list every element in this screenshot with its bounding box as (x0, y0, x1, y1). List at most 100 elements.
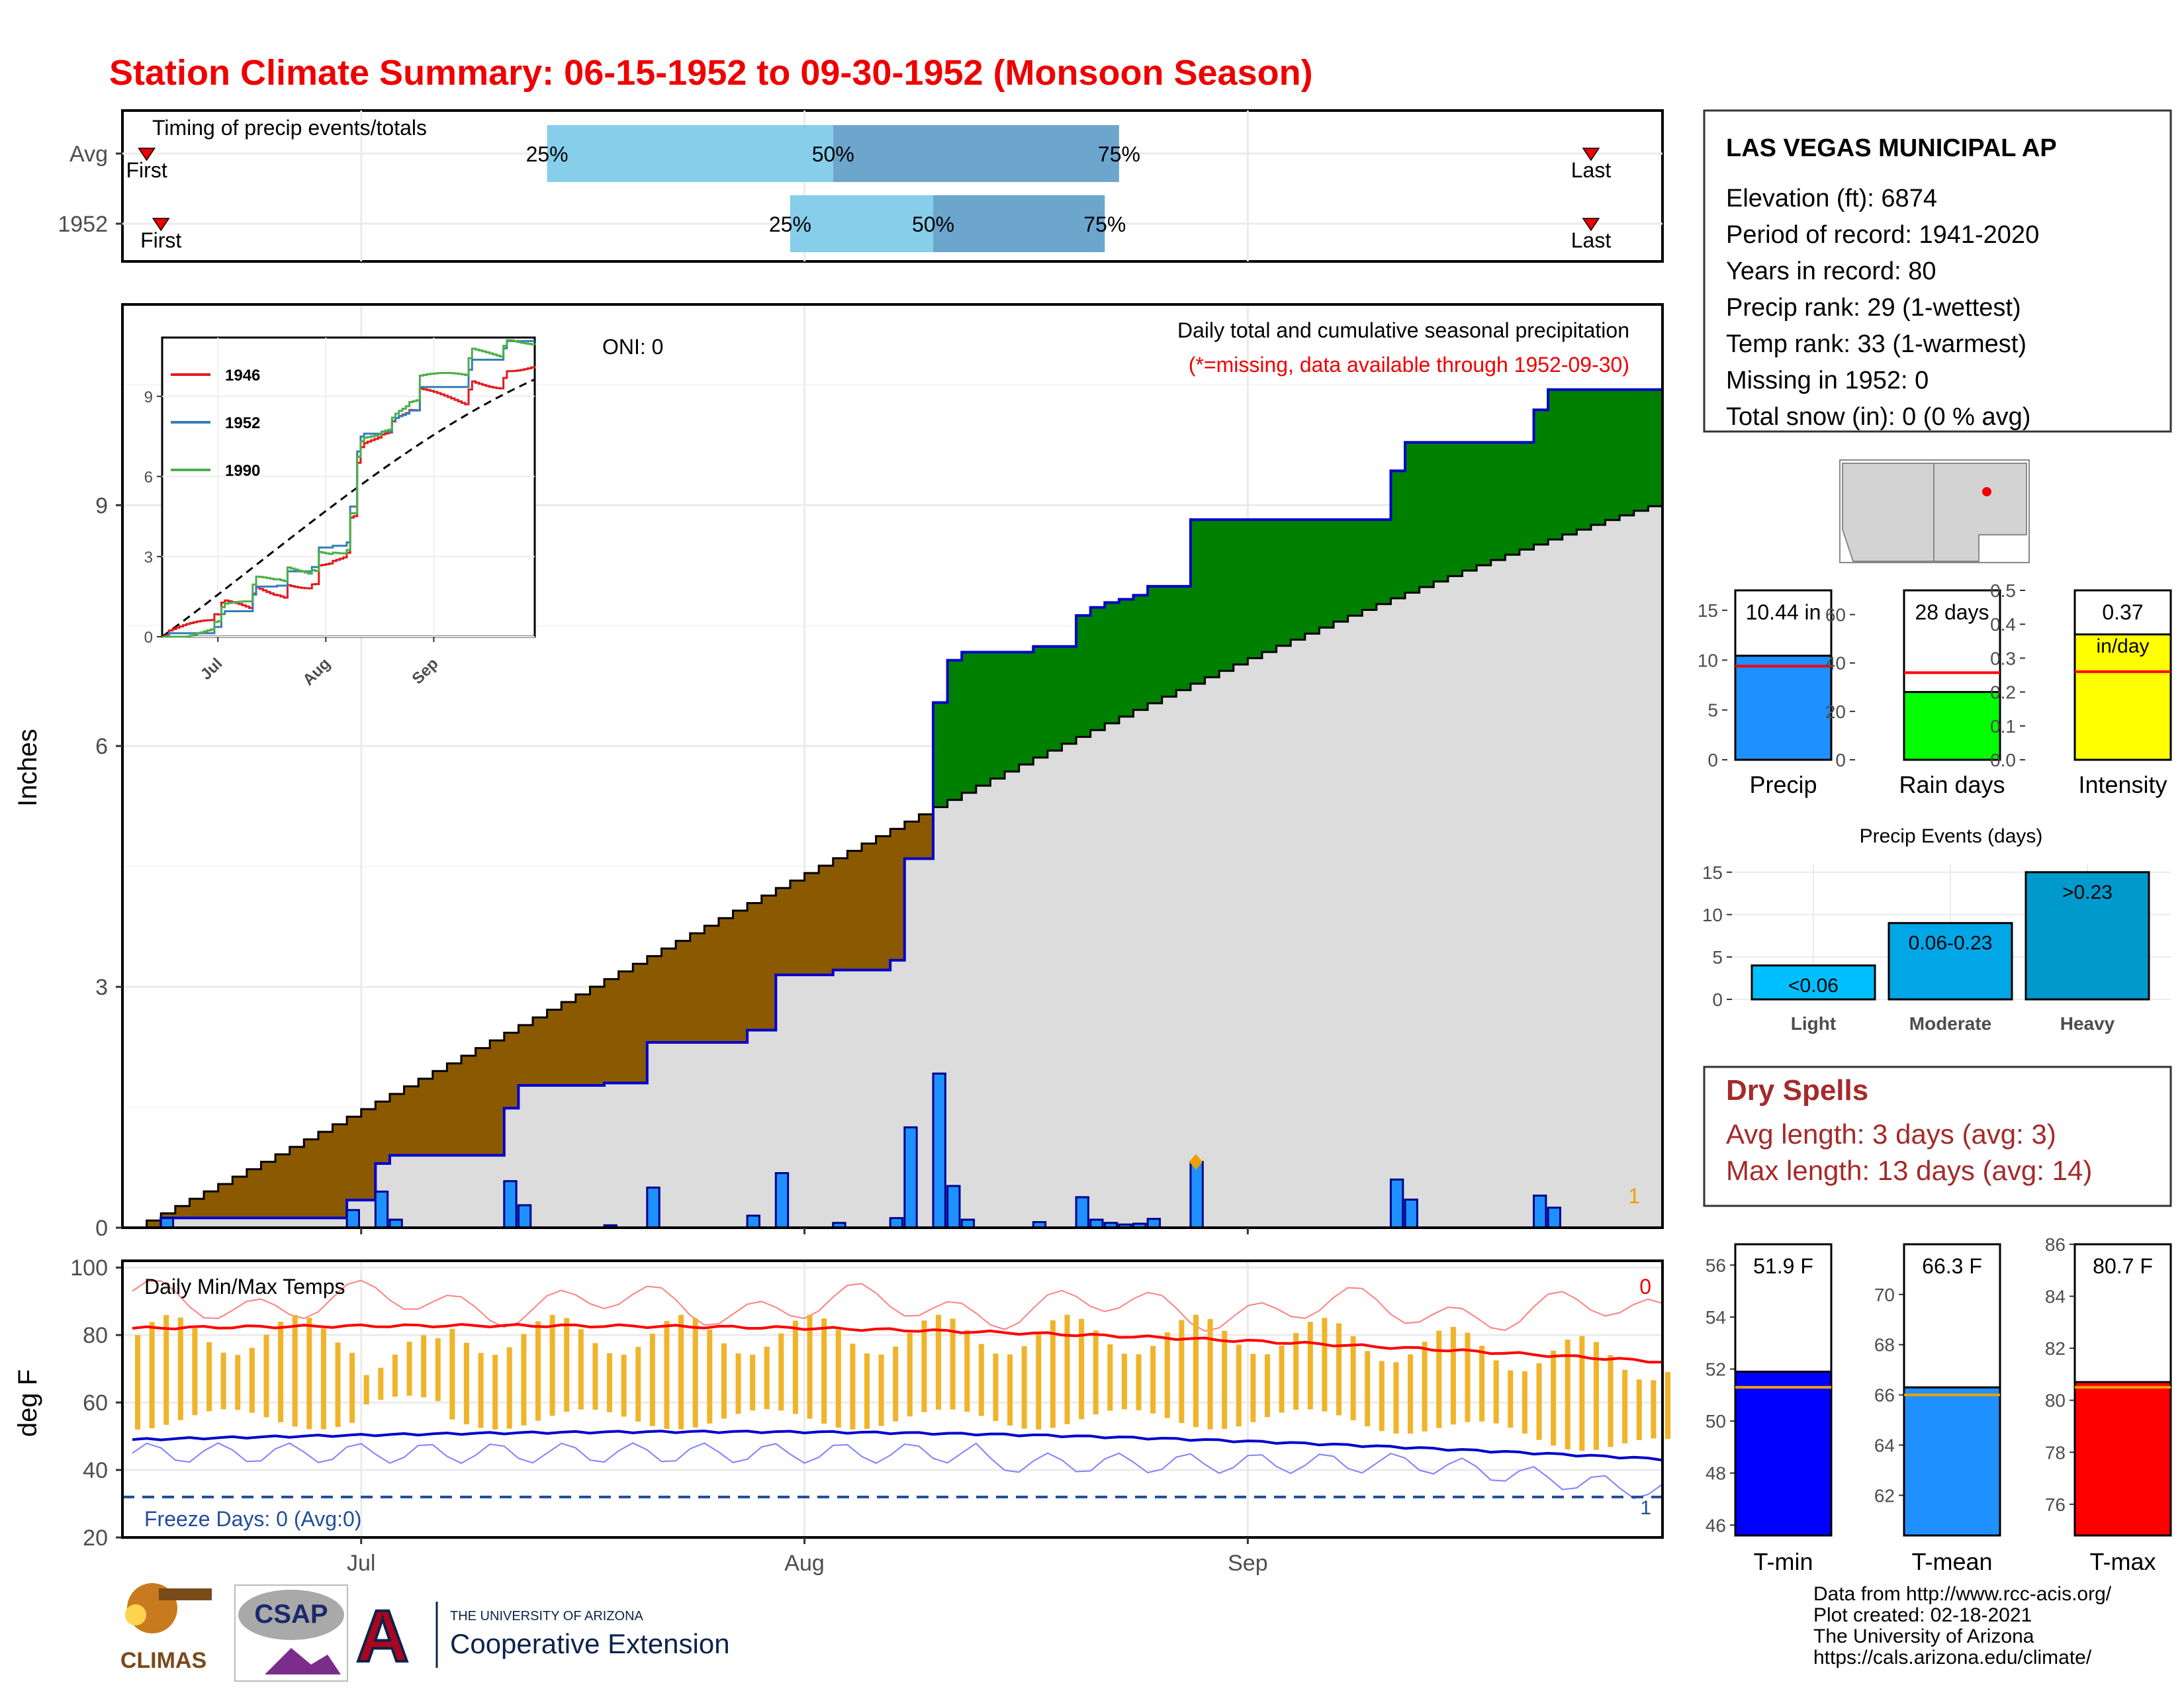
dry-spells-avg: Avg length: 3 days (avg: 3) (1726, 1119, 2056, 1150)
temp-panel: 20 40 60 80 100 Daily Min/Max Temps Freeze Day… (13, 1256, 1670, 1576)
temp-range-bar (1150, 1346, 1156, 1414)
temp-range-bar (1179, 1320, 1185, 1424)
ua-small-text: THE UNIVERSITY OF ARIZONA (450, 1609, 644, 1623)
deficit-area (461, 1056, 477, 1156)
temp-range-bar (721, 1343, 727, 1419)
temp-range-bar (592, 1343, 598, 1410)
first-label: First (126, 158, 167, 182)
mini-x-label: Rain days (1899, 771, 2005, 798)
temp-range-bar (621, 1354, 627, 1417)
temp-range-bar (821, 1318, 827, 1424)
ua-big-text: Cooperative Extension (450, 1628, 730, 1659)
csap-logo-mountains (265, 1648, 341, 1674)
temp-range-bar (964, 1330, 970, 1412)
last-label: Last (1571, 228, 1612, 252)
first-label: First (140, 228, 181, 252)
deficit-area (189, 1199, 205, 1218)
precip-mini-chart: 0 5 10 15 10.44 in Precip (1698, 589, 1833, 798)
temp-range-bar (1651, 1380, 1657, 1439)
events-bar-label: <0.06 (1788, 975, 1839, 997)
y-tick-label: 3 (95, 975, 108, 1000)
dry-spells-max: Max length: 13 days (avg: 14) (1726, 1155, 2092, 1186)
surplus-area (1362, 520, 1377, 610)
temp-range-bar (421, 1335, 427, 1398)
freeze-label: Freeze Days: 0 (Avg:0) (144, 1507, 361, 1531)
mini-y-tick-label: 0.1 (1990, 716, 2016, 737)
avg-tmin-line (132, 1430, 1663, 1462)
surplus-area (1133, 595, 1148, 710)
timing-pct-label: 50% (912, 212, 954, 236)
temp-range-bar (735, 1353, 741, 1414)
deficit-area (761, 895, 776, 1030)
tbar-y-tick-label: 76 (2045, 1494, 2066, 1515)
surplus-area (1005, 652, 1020, 772)
precip-bar (932, 1072, 946, 1229)
temp-y-tick-label: 60 (83, 1391, 108, 1416)
events-bar-label: >0.23 (2062, 882, 2113, 903)
surplus-area (1619, 389, 1635, 516)
mini-value-label: 28 days (1915, 600, 1989, 624)
surplus-area (1376, 520, 1392, 604)
surplus-area (933, 702, 948, 807)
precip-bar (1189, 1161, 1204, 1229)
dry-spells-title: Dry Spells (1726, 1074, 1868, 1107)
surplus-area (1319, 520, 1334, 628)
surplus-area (1334, 520, 1349, 622)
temp-range-bar (564, 1318, 570, 1412)
surplus-area (1062, 646, 1077, 744)
tbar-y-tick-label: 70 (1874, 1285, 1895, 1305)
deficit-area (590, 986, 605, 1086)
tbar-value-bar (2073, 1381, 2172, 1537)
temp-range-bar (1493, 1360, 1499, 1424)
mini-y-tick-label: 0.0 (1990, 750, 2016, 770)
events-bar (2025, 871, 2150, 1001)
temp-y-axis-label: deg F (13, 1369, 42, 1437)
temp-range-bar (506, 1347, 512, 1429)
temp-range-bar (1079, 1318, 1085, 1420)
temp-range-bar (1379, 1361, 1385, 1432)
deficit-area (861, 843, 877, 970)
temp-range-bar (1121, 1353, 1127, 1410)
temp-range-bar (249, 1348, 255, 1413)
cumulative-avg-line (132, 502, 1664, 1229)
precip-bar (1146, 1218, 1161, 1229)
deficit-area (447, 1063, 462, 1156)
deficit-area (847, 850, 862, 970)
deficit-area (504, 1032, 520, 1109)
deficit-area (790, 880, 805, 975)
deficit-area (633, 964, 648, 1083)
mini-y-tick-label: 20 (1825, 702, 1846, 722)
temp-range-bar (1264, 1354, 1270, 1418)
surplus-area (1347, 520, 1363, 616)
temp-range-bar (707, 1329, 713, 1424)
surplus-area (1161, 586, 1177, 697)
tbar-value-bar (1903, 1386, 2001, 1537)
surplus-area (1605, 389, 1620, 520)
deficit-area (146, 1220, 161, 1228)
temp-range-bar (206, 1342, 212, 1412)
deficit-area (904, 821, 920, 859)
surplus-area (1562, 389, 1577, 535)
main-plot-frame (121, 303, 1664, 1229)
deficit-area (833, 858, 848, 970)
deficit-area (890, 829, 905, 960)
temp-range-bar (1608, 1355, 1614, 1447)
mini-value-bar (2073, 633, 2172, 761)
temp-range-bar (936, 1314, 942, 1410)
deficit-area (432, 1071, 447, 1156)
events-x-label: Moderate (1909, 1013, 1991, 1034)
tbar-y-tick-label: 62 (1874, 1485, 1895, 1506)
precip-bar (746, 1214, 760, 1229)
timing-pct-label: 50% (812, 142, 854, 166)
mini-value-bar (1903, 691, 2001, 761)
temp-range-bar (1193, 1314, 1199, 1428)
mini-y-tick-label: 10 (1698, 650, 1718, 670)
inset-series-line (162, 339, 536, 638)
temp-range-bar (649, 1334, 655, 1426)
timing-panel: Avg 25% 50% 75% First Last 1952 25% 50% 75% First L… (58, 109, 1664, 263)
deficit-area (418, 1078, 433, 1156)
cumulative-1952-line (132, 388, 1662, 1229)
temp-range-bar (1293, 1333, 1299, 1410)
mini-y-tick-label: 5 (1707, 700, 1718, 721)
